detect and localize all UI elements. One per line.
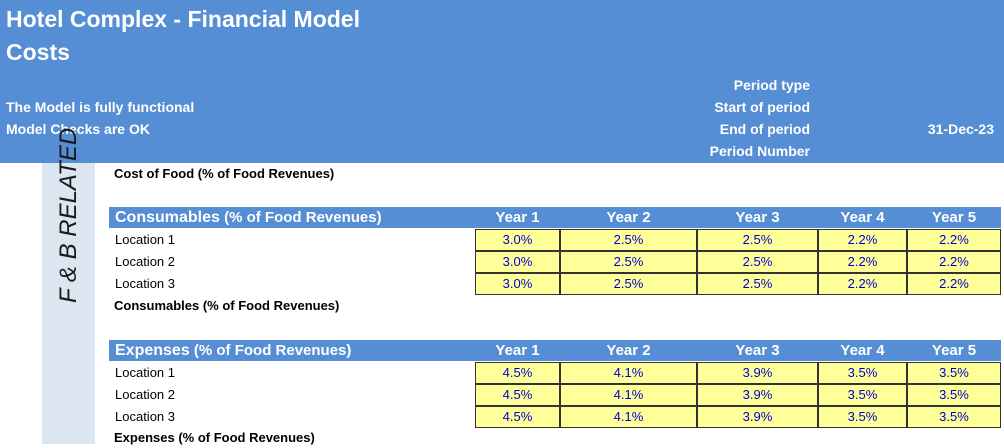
sheet-subtitle: Costs xyxy=(6,39,70,65)
row-label: Location 2 xyxy=(115,387,175,402)
row-label: Location 1 xyxy=(115,365,175,380)
input-cell[interactable]: 2.5% xyxy=(697,273,818,295)
input-cell[interactable]: 4.1% xyxy=(560,362,697,384)
input-cell[interactable]: 3.5% xyxy=(818,406,907,428)
year-header-2: Year 2 xyxy=(606,209,651,226)
input-cell[interactable]: 2.5% xyxy=(697,251,818,273)
year-header-5: Year 5 xyxy=(931,209,977,226)
input-cell[interactable]: 2.5% xyxy=(560,273,697,295)
expenses-title: Expenses (% of Food Revenues) xyxy=(115,340,351,361)
input-cell[interactable]: 3.5% xyxy=(907,384,1001,406)
input-cell[interactable]: 3.5% xyxy=(818,384,907,406)
input-cell[interactable]: 3.0% xyxy=(475,273,560,295)
row-label: Location 1 xyxy=(115,232,175,247)
table-row: Location 1 3.0% 2.5% 2.5% 2.2% 2.2% xyxy=(109,229,1001,251)
input-cell[interactable]: 2.2% xyxy=(818,229,907,251)
expenses-title-main: Expenses xyxy=(115,342,190,359)
input-cell[interactable]: 3.5% xyxy=(818,362,907,384)
consumables-title-rest: (% of Food Revenues) xyxy=(219,209,382,226)
input-cell[interactable]: 2.2% xyxy=(818,273,907,295)
input-cell[interactable]: 2.2% xyxy=(818,251,907,273)
input-cell[interactable]: 3.0% xyxy=(475,229,560,251)
input-cell[interactable]: 2.5% xyxy=(560,251,697,273)
year-header-4: Year 4 xyxy=(840,209,885,226)
cost-of-food-note: Cost of Food (% of Food Revenues) xyxy=(114,166,335,181)
input-cell[interactable]: 4.5% xyxy=(475,406,560,428)
consumables-title-main: Consumables xyxy=(115,209,220,226)
input-cell[interactable]: 2.5% xyxy=(697,229,818,251)
year-header-1: Year 1 xyxy=(495,209,540,226)
input-cell[interactable]: 3.9% xyxy=(697,384,818,406)
year-header-4: Year 4 xyxy=(840,342,885,359)
year-header-3: Year 3 xyxy=(735,209,780,226)
year-header-5: Year 5 xyxy=(931,342,977,359)
row-label: Location 3 xyxy=(115,276,175,291)
table-row: Location 1 4.5% 4.1% 3.9% 3.5% 3.5% xyxy=(109,362,1001,384)
input-cell[interactable]: 3.5% xyxy=(907,406,1001,428)
input-cell[interactable]: 3.0% xyxy=(475,251,560,273)
section-label: F & B RELATED xyxy=(55,127,82,303)
input-cell[interactable]: 2.2% xyxy=(907,251,1001,273)
end-period-value[interactable]: 31-Dec-23 xyxy=(927,121,994,137)
model-functional-status: The Model is fully functional xyxy=(6,99,195,115)
model-checks-status: Model Checks are OK xyxy=(6,121,150,137)
start-period-label: Start of period xyxy=(714,99,810,115)
period-number-label: Period Number xyxy=(709,143,810,159)
consumables-header-band: Consumables (% of Food Revenues) Year 1 … xyxy=(109,207,1001,228)
consumables-title: Consumables (% of Food Revenues) xyxy=(115,207,382,228)
input-cell[interactable]: 4.1% xyxy=(560,406,697,428)
input-cell[interactable]: 3.5% xyxy=(907,362,1001,384)
section-sidebar: F & B RELATED xyxy=(42,128,95,444)
period-type-label: Period type xyxy=(733,77,810,93)
end-period-label: End of period xyxy=(719,121,810,137)
input-cell[interactable]: 2.5% xyxy=(560,229,697,251)
expenses-title-rest: (% of Food Revenues) xyxy=(189,342,352,359)
model-title: Hotel Complex - Financial Model xyxy=(6,6,360,32)
input-cell[interactable]: 4.5% xyxy=(475,362,560,384)
expenses-header-band: Expenses (% of Food Revenues) Year 1 Yea… xyxy=(109,340,1001,361)
table-row: Location 3 4.5% 4.1% 3.9% 3.5% 3.5% xyxy=(109,406,1001,428)
table-row: Location 2 4.5% 4.1% 3.9% 3.5% 3.5% xyxy=(109,384,1001,406)
input-cell[interactable]: 4.1% xyxy=(560,384,697,406)
input-cell[interactable]: 2.2% xyxy=(907,229,1001,251)
input-cell[interactable]: 2.2% xyxy=(907,273,1001,295)
year-header-3: Year 3 xyxy=(735,342,780,359)
input-cell[interactable]: 4.5% xyxy=(475,384,560,406)
table-row: Location 2 3.0% 2.5% 2.5% 2.2% 2.2% xyxy=(109,251,1001,273)
input-cell[interactable]: 3.9% xyxy=(697,362,818,384)
row-label: Location 3 xyxy=(115,409,175,424)
consumables-footer-note: Consumables (% of Food Revenues) xyxy=(114,298,340,313)
input-cell[interactable]: 3.9% xyxy=(697,406,818,428)
expenses-footer-note: Expenses (% of Food Revenues) xyxy=(114,430,315,445)
table-row: Location 3 3.0% 2.5% 2.5% 2.2% 2.2% xyxy=(109,273,1001,295)
model-header: Hotel Complex - Financial Model Costs Th… xyxy=(0,0,1004,163)
year-header-2: Year 2 xyxy=(606,342,651,359)
row-label: Location 2 xyxy=(115,254,175,269)
year-header-1: Year 1 xyxy=(495,342,540,359)
